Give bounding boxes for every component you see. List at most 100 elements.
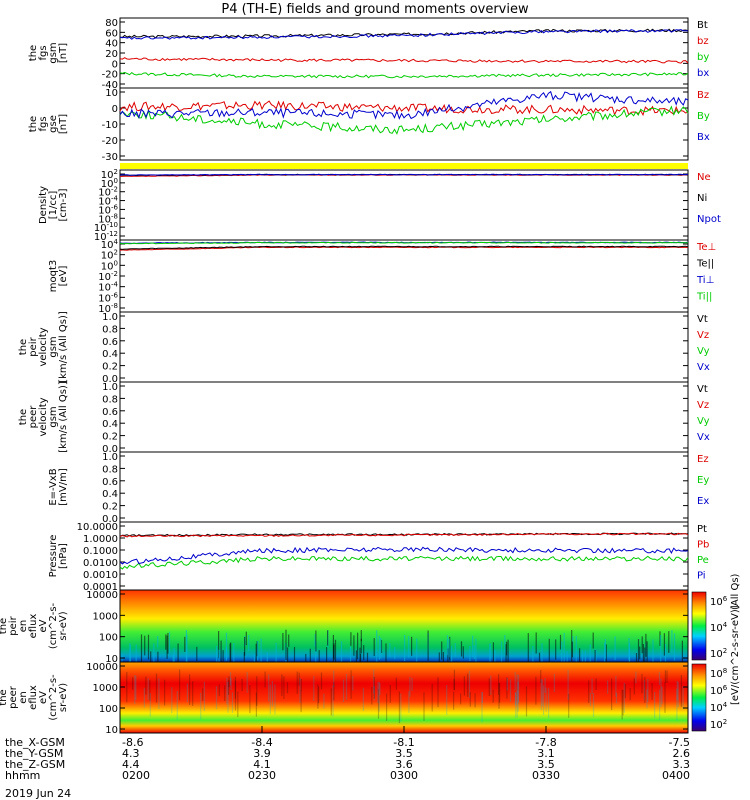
y-axis-label: sr-eV) (58, 611, 69, 640)
spectrogram-streak (504, 635, 506, 653)
spectrogram-streak (463, 676, 465, 696)
y-tick-label: 10 (105, 654, 118, 665)
spectrogram-streak (446, 685, 448, 715)
x-tick-label: 3.1 (537, 747, 555, 760)
spectrogram-streak (589, 693, 591, 707)
series-line-Npot (119, 173, 689, 176)
legend-Te⊥: Te⊥ (696, 242, 716, 253)
x-tick-label: -7.5 (669, 736, 690, 749)
y-tick-label: 0.4 (102, 489, 118, 500)
y-axis-label: the (0, 689, 9, 705)
legend-Vx: Vx (697, 362, 710, 373)
spectrogram-streak (164, 679, 166, 706)
spectrogram-streak (462, 646, 464, 659)
y-axis-label: fgs (38, 116, 49, 131)
series-line-Pi (119, 546, 689, 565)
spectrogram-streak (681, 640, 683, 673)
plot-title: P4 (TH-E) fields and ground moments over… (221, 2, 529, 17)
spectrogram-streak (584, 650, 586, 662)
spectrogram-streak (589, 644, 591, 673)
spectrogram-streak (668, 631, 670, 653)
y-tick-label: 0.0 (102, 514, 118, 525)
y-tick-label: 0.2 (102, 362, 118, 373)
spectrogram-streak (340, 641, 343, 669)
spectrogram-streak (646, 689, 648, 709)
y-axis-label: eflux (28, 614, 39, 639)
spectrogram-streak (437, 677, 439, 708)
spectrogram-streak (385, 643, 387, 664)
spectrogram-streak (671, 630, 673, 653)
spectrogram-streak (377, 682, 379, 704)
spectrogram-streak (314, 633, 316, 647)
spectrogram-streak (400, 693, 402, 722)
legend-Te||: Te|| (696, 259, 714, 270)
legend-bz: bz (697, 36, 709, 47)
spectrogram-streak (469, 646, 471, 662)
spectrogram-streak (427, 630, 429, 661)
spectrogram-streak (228, 676, 230, 688)
spectrogram-streak (394, 647, 396, 659)
y-tick-label: 10-10 (94, 221, 118, 234)
spectrogram-streak (591, 678, 593, 695)
colorbar-tick-label: 108 (710, 667, 727, 680)
spectrogram-streak (173, 647, 175, 667)
spectrogram-streak (498, 682, 500, 709)
series-line-Bt (119, 28, 689, 39)
y-tick-label: 10.0000 (77, 522, 118, 533)
spectrogram-streak (628, 643, 631, 675)
y-tick-label: 0.8 (102, 394, 118, 405)
x-tick-label: 2.6 (673, 747, 691, 760)
spectrogram-streak (255, 692, 257, 717)
y-axis-label: [nT] (58, 43, 69, 63)
spectrogram-streak (542, 685, 545, 715)
x-row-label: hhmm (5, 769, 40, 782)
y-axis-label: (cm^2-s- (48, 602, 59, 649)
y-axis-label: the (0, 618, 9, 634)
x-row-label: the_X-GSM (5, 736, 65, 749)
spectrogram-streak (147, 634, 150, 660)
spectrogram-streak (218, 631, 220, 659)
y-tick-label: 0.6 (102, 407, 118, 418)
spectrogram-streak (229, 643, 231, 675)
spectrogram-streak (540, 670, 542, 684)
spectrogram-streak (168, 631, 171, 654)
spectrogram-streak (592, 693, 595, 717)
panel-peir-velocity: 1.00.8 0.60.4 0.20.0 the peir velocity gsm [km/… (18, 311, 710, 385)
spectrogram-streak (147, 678, 149, 700)
y-tick-label: 0.2 (102, 432, 118, 443)
y-tick-label: 20 (105, 49, 118, 60)
spectrogram-streak (380, 640, 383, 653)
spectrogram-streak (327, 630, 329, 646)
spectrogram-streak (408, 636, 410, 658)
spectrogram-streak (409, 676, 411, 697)
spectrogram-streak (489, 643, 491, 670)
panel-frame (119, 87, 689, 161)
spectrogram-streak (469, 692, 471, 707)
spectrogram-streak (468, 670, 471, 699)
spectrogram-streak (245, 631, 247, 646)
spectrogram-streak (189, 674, 191, 705)
spectrogram-streak (595, 678, 597, 690)
legend-Ti⊥: Ti⊥ (696, 275, 714, 286)
series-line-Te|| (119, 245, 689, 250)
spectrogram-streak (644, 647, 646, 663)
spectrogram-streak (376, 630, 378, 662)
spectrogram-streak (644, 676, 646, 704)
spectrogram-streak (378, 635, 380, 660)
y-tick-label: 1000 (93, 611, 118, 622)
y-axis-label: peer (8, 685, 19, 709)
spectrogram-streak (379, 683, 381, 696)
spectrogram-streak (296, 671, 298, 694)
spectrogram-streak (353, 635, 355, 656)
spectrogram-streak (525, 686, 528, 717)
spectrogram-streak (215, 686, 218, 710)
spectrogram-streak (315, 630, 317, 652)
spectrogram-streak (313, 676, 315, 701)
y-tick-label: 0.0010 (83, 570, 118, 581)
y-axis-label: gsm (48, 42, 59, 63)
y-tick-label: 100 (99, 704, 118, 715)
spectrogram-streak (664, 643, 667, 665)
y-tick-label: 0.4 (102, 419, 118, 430)
legend-Pi: Pi (697, 571, 706, 582)
